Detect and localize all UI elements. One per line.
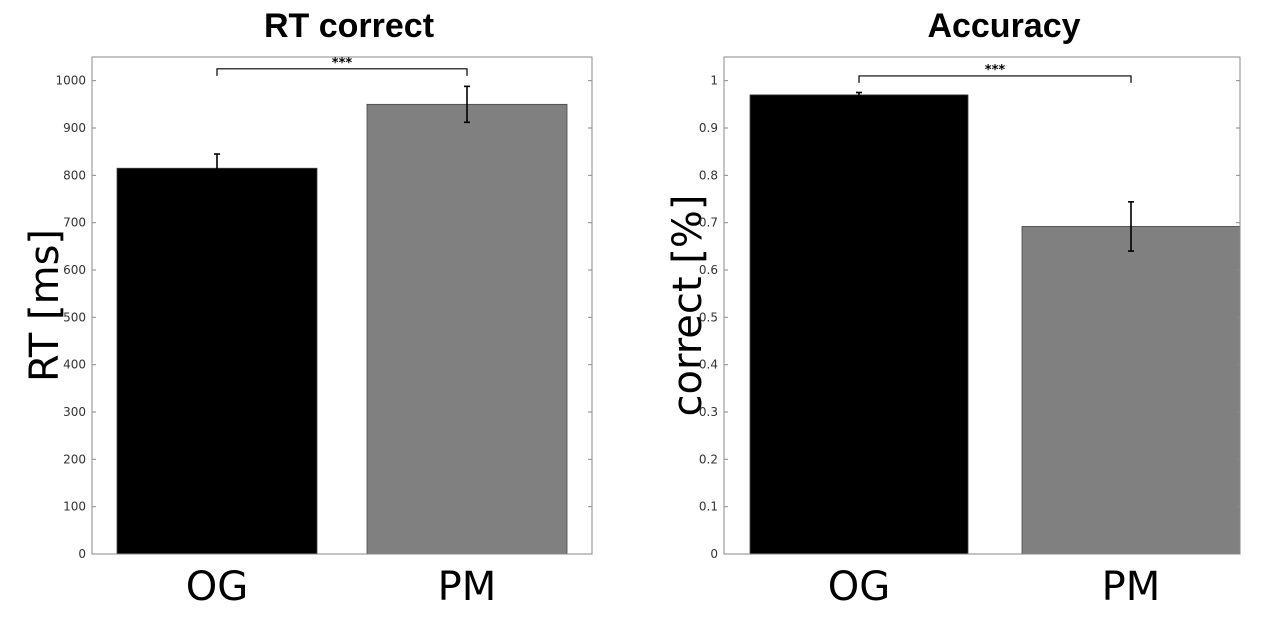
y-tick-label: 900 (63, 121, 86, 135)
y-tick-label: 1000 (55, 74, 86, 88)
category-label-og: OG (186, 564, 248, 610)
y-tick-label: 0.8 (699, 168, 718, 182)
plot-frame (91, 56, 593, 555)
y-tick-label: 1 (710, 74, 718, 88)
y-tick-label: 0 (78, 547, 86, 561)
y-tick-label: 0.7 (699, 216, 718, 230)
y-tick-label: 600 (63, 263, 86, 277)
y-tick-label: 0.6 (699, 263, 718, 277)
y-axis-label: correct [%] (665, 195, 711, 417)
bar-og (749, 94, 969, 555)
significance-label: *** (332, 56, 353, 71)
category-label-og: OG (828, 564, 890, 610)
chart-panel-1: RT correct RT [ms] OG PM 0 100 200 300 400 500 600… (22, 7, 593, 610)
y-tick-label: 700 (63, 216, 86, 230)
y-tick-label: 300 (63, 405, 86, 419)
y-tick-label: 800 (63, 168, 86, 182)
plot-frame (723, 56, 1241, 555)
chart-title: Accuracy (927, 7, 1080, 45)
category-label-pm: PM (1102, 564, 1161, 610)
significance-bracket (216, 68, 468, 76)
y-tick-label: 400 (63, 358, 86, 372)
y-tick-label: 0.1 (699, 500, 718, 514)
y-tick-label: 0 (710, 547, 718, 561)
y-tick-label: 500 (63, 310, 86, 324)
bar-pm (366, 103, 568, 555)
category-label-pm: PM (438, 564, 497, 610)
bar-og (116, 167, 318, 555)
y-tick-label: 100 (63, 500, 86, 514)
significance-label: *** (985, 63, 1006, 78)
y-tick-label: 200 (63, 452, 86, 466)
y-tick-label: 0.9 (699, 121, 718, 135)
significance-bracket (858, 75, 1132, 83)
chart-title: RT correct (264, 7, 434, 45)
chart-panel-2: Accuracy correct [%] OG PM 0 0.1 0.2 0.3 0.4 0.5 0… (665, 7, 1241, 610)
bar-pm (1021, 226, 1241, 555)
y-tick-label: 0.2 (699, 452, 718, 466)
y-tick-label: 0.3 (699, 405, 718, 419)
y-axis-label: RT [ms] (22, 229, 68, 382)
y-tick-label: 0.5 (699, 310, 718, 324)
y-tick-label: 0.4 (699, 358, 718, 372)
